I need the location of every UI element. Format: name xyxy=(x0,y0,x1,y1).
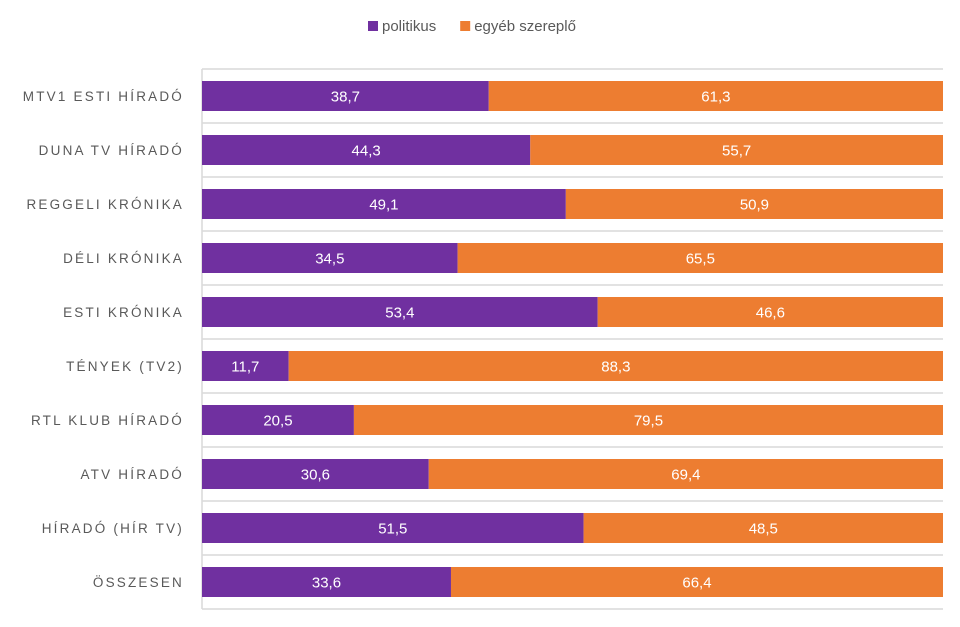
category-label: RTL KLUB HÍRADÓ xyxy=(31,413,184,428)
bar-politikus xyxy=(202,189,566,219)
bar-egyeb xyxy=(288,351,943,381)
bar-politikus xyxy=(202,405,354,435)
legend-swatch xyxy=(368,21,378,31)
data-label: 65,5 xyxy=(686,251,715,268)
data-label: 49,1 xyxy=(369,197,398,214)
data-label: 88,3 xyxy=(601,359,630,376)
bar-politikus xyxy=(202,81,489,111)
data-label: 51,5 xyxy=(378,521,407,538)
data-label: 69,4 xyxy=(671,467,700,484)
bar-egyeb xyxy=(530,135,943,165)
bar-egyeb xyxy=(565,189,943,219)
data-label: 11,7 xyxy=(231,359,259,376)
data-label: 30,6 xyxy=(301,467,330,484)
bar-politikus xyxy=(202,351,289,381)
bar-egyeb xyxy=(488,81,943,111)
data-label: 46,6 xyxy=(756,305,785,322)
data-label: 79,5 xyxy=(634,413,663,430)
category-label: TÉNYEK (TV2) xyxy=(66,359,184,374)
legend-swatch xyxy=(460,21,471,31)
bar-egyeb xyxy=(428,459,944,489)
category-label: ATV HÍRADÓ xyxy=(80,467,184,482)
legend-label: egyéb szereplő xyxy=(474,18,576,35)
bar-egyeb xyxy=(583,513,943,543)
category-label: ÖSSZESEN xyxy=(93,575,184,590)
category-label: DUNA TV HÍRADÓ xyxy=(39,143,184,158)
category-label: ESTI KRÓNIKA xyxy=(63,305,184,320)
data-label: 34,5 xyxy=(315,251,344,268)
data-label: 50,9 xyxy=(740,197,769,214)
data-label: 53,4 xyxy=(385,305,414,322)
bar-politikus xyxy=(202,243,458,273)
category-label: REGGELI KRÓNIKA xyxy=(26,197,184,212)
bar-politikus xyxy=(202,459,429,489)
data-label: 55,7 xyxy=(722,143,751,160)
category-label: MTV1 ESTI HÍRADÓ xyxy=(23,89,184,104)
data-label: 38,7 xyxy=(331,89,360,106)
data-label: 66,4 xyxy=(682,575,711,592)
data-label: 20,5 xyxy=(263,413,292,430)
bar-politikus xyxy=(202,135,531,165)
data-label: 48,5 xyxy=(749,521,778,538)
data-label: 61,3 xyxy=(701,89,730,106)
bar-egyeb xyxy=(597,297,943,327)
bar-politikus xyxy=(202,297,598,327)
bar-egyeb xyxy=(450,567,943,597)
bar-politikus xyxy=(202,567,451,597)
bar-egyeb xyxy=(457,243,943,273)
category-label: HÍRADÓ (HÍR TV) xyxy=(42,521,184,536)
bar-politikus xyxy=(202,513,584,543)
bar-egyeb xyxy=(353,405,943,435)
data-label: 44,3 xyxy=(352,143,381,160)
data-label: 33,6 xyxy=(312,575,341,592)
legend-label: politikus xyxy=(382,18,436,35)
category-label: DÉLI KRÓNIKA xyxy=(63,251,184,266)
